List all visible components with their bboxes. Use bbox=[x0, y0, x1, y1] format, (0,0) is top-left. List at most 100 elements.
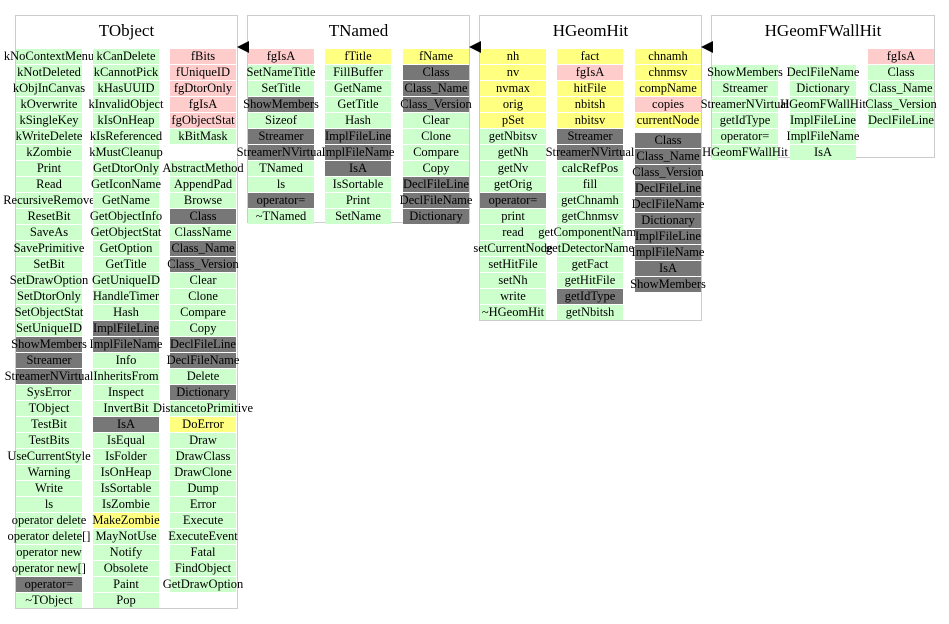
member-cell[interactable]: GetName bbox=[325, 81, 391, 96]
member-cell[interactable]: Class_Name bbox=[170, 241, 236, 256]
member-cell[interactable]: ls bbox=[248, 177, 314, 192]
member-cell[interactable]: DeclFileLine bbox=[170, 337, 236, 352]
member-cell[interactable]: IsSortable bbox=[93, 481, 159, 496]
member-cell[interactable]: Streamer bbox=[248, 129, 314, 144]
member-cell[interactable]: getComponentName bbox=[538, 225, 642, 240]
member-cell[interactable]: SetDrawOption bbox=[9, 273, 89, 288]
member-cell[interactable]: Clear bbox=[403, 113, 469, 128]
member-cell[interactable]: Print bbox=[325, 193, 391, 208]
member-cell[interactable]: IsA bbox=[635, 261, 701, 276]
member-cell[interactable]: Streamer bbox=[557, 129, 623, 144]
member-cell[interactable]: Dictionary bbox=[790, 81, 856, 96]
member-cell[interactable]: TObject bbox=[16, 401, 82, 416]
member-cell[interactable]: getIdType bbox=[557, 289, 623, 304]
member-cell[interactable]: GetIconName bbox=[90, 177, 162, 192]
member-cell[interactable]: AppendPad bbox=[170, 177, 236, 192]
member-cell[interactable]: fgObjectStat bbox=[170, 113, 236, 128]
member-cell[interactable]: HGeomFWallHit bbox=[702, 145, 788, 160]
member-cell[interactable]: DrawClone bbox=[170, 465, 236, 480]
member-cell[interactable]: StreamerNVirtual bbox=[4, 369, 94, 384]
member-cell[interactable]: Compare bbox=[170, 305, 236, 320]
member-cell[interactable]: print bbox=[480, 209, 546, 224]
member-cell[interactable]: TestBit bbox=[16, 417, 82, 432]
member-cell[interactable]: operator= bbox=[248, 193, 314, 208]
member-cell[interactable]: getIdType bbox=[712, 113, 778, 128]
member-cell[interactable]: IsOnHeap bbox=[93, 465, 159, 480]
member-cell[interactable]: GetOption bbox=[93, 241, 159, 256]
member-cell[interactable]: Class bbox=[170, 209, 236, 224]
member-cell[interactable]: Warning bbox=[16, 465, 82, 480]
member-cell[interactable]: DrawClass bbox=[170, 449, 236, 464]
member-cell[interactable]: fTitle bbox=[325, 49, 391, 64]
member-cell[interactable]: ImplFileName bbox=[786, 129, 860, 144]
member-cell[interactable]: DeclFileName bbox=[631, 197, 705, 212]
member-cell[interactable]: operator delete bbox=[11, 513, 87, 528]
member-cell[interactable]: RecursiveRemove bbox=[3, 193, 95, 208]
member-cell[interactable]: kZombie bbox=[16, 145, 82, 160]
member-cell[interactable]: IsFolder bbox=[93, 449, 159, 464]
member-cell[interactable]: getChnamh bbox=[557, 193, 623, 208]
member-cell[interactable]: HGeomFWallHit bbox=[780, 97, 866, 112]
member-cell[interactable]: Dictionary bbox=[403, 209, 469, 224]
member-cell[interactable]: Class_Version bbox=[167, 257, 239, 272]
member-cell[interactable]: GetName bbox=[93, 193, 159, 208]
member-cell[interactable]: Read bbox=[16, 177, 82, 192]
member-cell[interactable]: FillBuffer bbox=[325, 65, 391, 80]
member-cell[interactable]: fgIsA bbox=[557, 65, 623, 80]
member-cell[interactable]: MakeZombie bbox=[92, 513, 160, 528]
member-cell[interactable]: GetObjectStat bbox=[90, 225, 162, 240]
member-cell[interactable]: DeclFileLine bbox=[868, 113, 934, 128]
member-cell[interactable]: ClassName bbox=[170, 225, 236, 240]
member-cell[interactable]: ls bbox=[16, 497, 82, 512]
member-cell[interactable]: Error bbox=[170, 497, 236, 512]
member-cell[interactable]: nbitsv bbox=[557, 113, 623, 128]
member-cell[interactable]: DeclFileLine bbox=[635, 181, 701, 196]
member-cell[interactable]: Class_Version bbox=[632, 165, 704, 180]
member-cell[interactable]: GetTitle bbox=[325, 97, 391, 112]
member-cell[interactable]: ShowMembers bbox=[243, 97, 319, 112]
member-cell[interactable]: SetNameTitle bbox=[246, 65, 316, 80]
member-cell[interactable]: UseCurrentStyle bbox=[7, 449, 91, 464]
member-cell[interactable]: chnmsv bbox=[635, 65, 701, 80]
member-cell[interactable]: ImplFileLine bbox=[325, 129, 391, 144]
member-cell[interactable]: getNv bbox=[480, 161, 546, 176]
member-cell[interactable]: ExecuteEvent bbox=[168, 529, 238, 544]
member-cell[interactable]: getDetectorName bbox=[545, 241, 635, 256]
member-cell[interactable]: IsEqual bbox=[93, 433, 159, 448]
member-cell[interactable]: ImplFileName bbox=[631, 245, 705, 260]
member-cell[interactable]: Copy bbox=[170, 321, 236, 336]
member-cell[interactable]: TNamed bbox=[248, 161, 314, 176]
member-cell[interactable]: kNotDeleted bbox=[16, 65, 82, 80]
member-cell[interactable]: ShowMembers bbox=[11, 337, 87, 352]
member-cell[interactable]: Class_Name bbox=[635, 149, 701, 164]
member-cell[interactable]: Class bbox=[635, 133, 701, 148]
member-cell[interactable]: operator= bbox=[480, 193, 546, 208]
member-cell[interactable]: IsZombie bbox=[93, 497, 159, 512]
member-cell[interactable]: read bbox=[480, 225, 546, 240]
member-cell[interactable]: DistancetoPrimitive bbox=[153, 401, 253, 416]
member-cell[interactable]: InheritsFrom bbox=[93, 369, 159, 384]
member-cell[interactable]: DeclFileName bbox=[166, 353, 240, 368]
member-cell[interactable]: InvertBit bbox=[93, 401, 159, 416]
member-cell[interactable]: fgIsA bbox=[170, 97, 236, 112]
member-cell[interactable]: FindObject bbox=[170, 561, 236, 576]
member-cell[interactable]: AbstractMethod bbox=[162, 161, 244, 176]
member-cell[interactable]: kObjInCanvas bbox=[12, 81, 86, 96]
member-cell[interactable]: SetDtorOnly bbox=[16, 289, 82, 304]
member-cell[interactable]: DoError bbox=[170, 417, 236, 432]
member-cell[interactable]: ShowMembers bbox=[707, 65, 783, 80]
member-cell[interactable]: Class bbox=[868, 65, 934, 80]
member-cell[interactable]: kNoContextMenu bbox=[3, 49, 95, 64]
member-cell[interactable]: getNbitsh bbox=[557, 305, 623, 320]
member-cell[interactable]: setHitFile bbox=[480, 257, 546, 272]
member-cell[interactable]: operator= bbox=[16, 577, 82, 592]
member-cell[interactable]: kWriteDelete bbox=[15, 129, 83, 144]
member-cell[interactable]: getOrig bbox=[480, 177, 546, 192]
member-cell[interactable]: Inspect bbox=[93, 385, 159, 400]
member-cell[interactable]: Compare bbox=[403, 145, 469, 160]
member-cell[interactable]: Draw bbox=[170, 433, 236, 448]
member-cell[interactable]: Copy bbox=[403, 161, 469, 176]
member-cell[interactable]: setCurrentNode bbox=[473, 241, 553, 256]
member-cell[interactable]: write bbox=[480, 289, 546, 304]
member-cell[interactable]: GetObjectInfo bbox=[89, 209, 163, 224]
